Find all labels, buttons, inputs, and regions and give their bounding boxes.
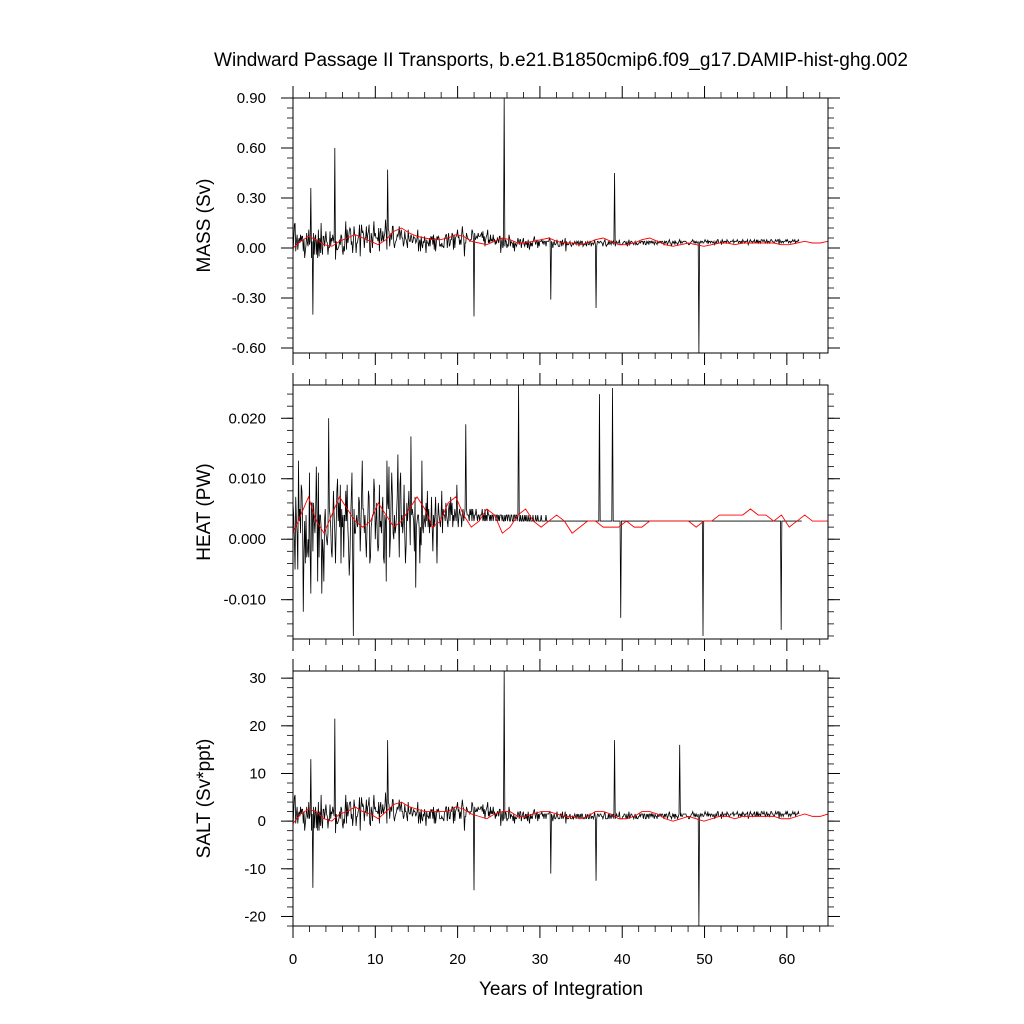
panels: -0.60 -0.30 0.00 0.30 0.60 0.90 MASS (Sv) -0.01…	[194, 86, 840, 968]
heat-y-tick-label: 0.020	[228, 410, 266, 427]
salt-y-tick-label: 10	[249, 765, 266, 782]
mass-y-tick-label: -0.30	[232, 290, 266, 307]
mass-plot-frame	[292, 97, 829, 354]
heat-panel: -0.010 0.000 0.010 0.020 HEAT (PW)	[194, 373, 840, 651]
mass-y-tick-label: 0.00	[237, 240, 266, 257]
salt-panel: -20 -10 0 10 20 30 0 10 20 30 40 50 60 SALT (Sv*ppt)	[194, 659, 840, 968]
x-axis-label: Years of Integration	[479, 979, 643, 1000]
mass-y-tick-label: 0.30	[237, 190, 266, 207]
x-tick-label: 10	[367, 951, 384, 968]
salt-y-tick-label: 30	[249, 670, 266, 687]
salt-y-axis-label: SALT (Sv*ppt)	[194, 739, 215, 859]
x-tick-label: 30	[532, 951, 549, 968]
mass-series-monthly-line	[293, 98, 800, 353]
x-tick-label: 0	[289, 951, 297, 968]
salt-y-tick-label: 20	[249, 718, 266, 735]
salt-series-annual-line	[293, 801, 828, 824]
salt-plot-frame	[292, 670, 829, 927]
salt-series-monthly-line	[293, 671, 800, 926]
mass-y-tick-label: 0.60	[237, 140, 266, 157]
heat-y-tick-label: 0.000	[228, 531, 266, 548]
heat-plot-frame	[292, 384, 829, 640]
x-tick-label: 20	[449, 951, 466, 968]
mass-y-tick-label: -0.60	[232, 340, 266, 357]
mass-series-annual-line	[293, 227, 828, 249]
heat-y-tick-label: -0.010	[223, 592, 266, 609]
mass-panel: -0.60 -0.30 0.00 0.30 0.60 0.90 MASS (Sv)	[194, 86, 840, 365]
heat-y-axis-label: HEAT (PW)	[194, 463, 215, 560]
chart-title: Windward Passage II Transports, b.e21.B1…	[214, 50, 908, 71]
mass-y-tick-label: 0.90	[237, 90, 266, 107]
heat-series-monthly-line	[293, 385, 802, 636]
x-tick-label: 50	[696, 951, 713, 968]
salt-y-tick-label: 0	[258, 813, 266, 830]
salt-y-tick-label: -20	[244, 908, 266, 925]
x-tick-label: 60	[779, 951, 796, 968]
mass-y-axis-label: MASS (Sv)	[194, 179, 215, 273]
heat-y-tick-label: 0.010	[228, 471, 266, 488]
heat-series-annual-line	[293, 495, 828, 535]
x-tick-label: 40	[614, 951, 631, 968]
salt-y-tick-label: -10	[244, 861, 266, 878]
